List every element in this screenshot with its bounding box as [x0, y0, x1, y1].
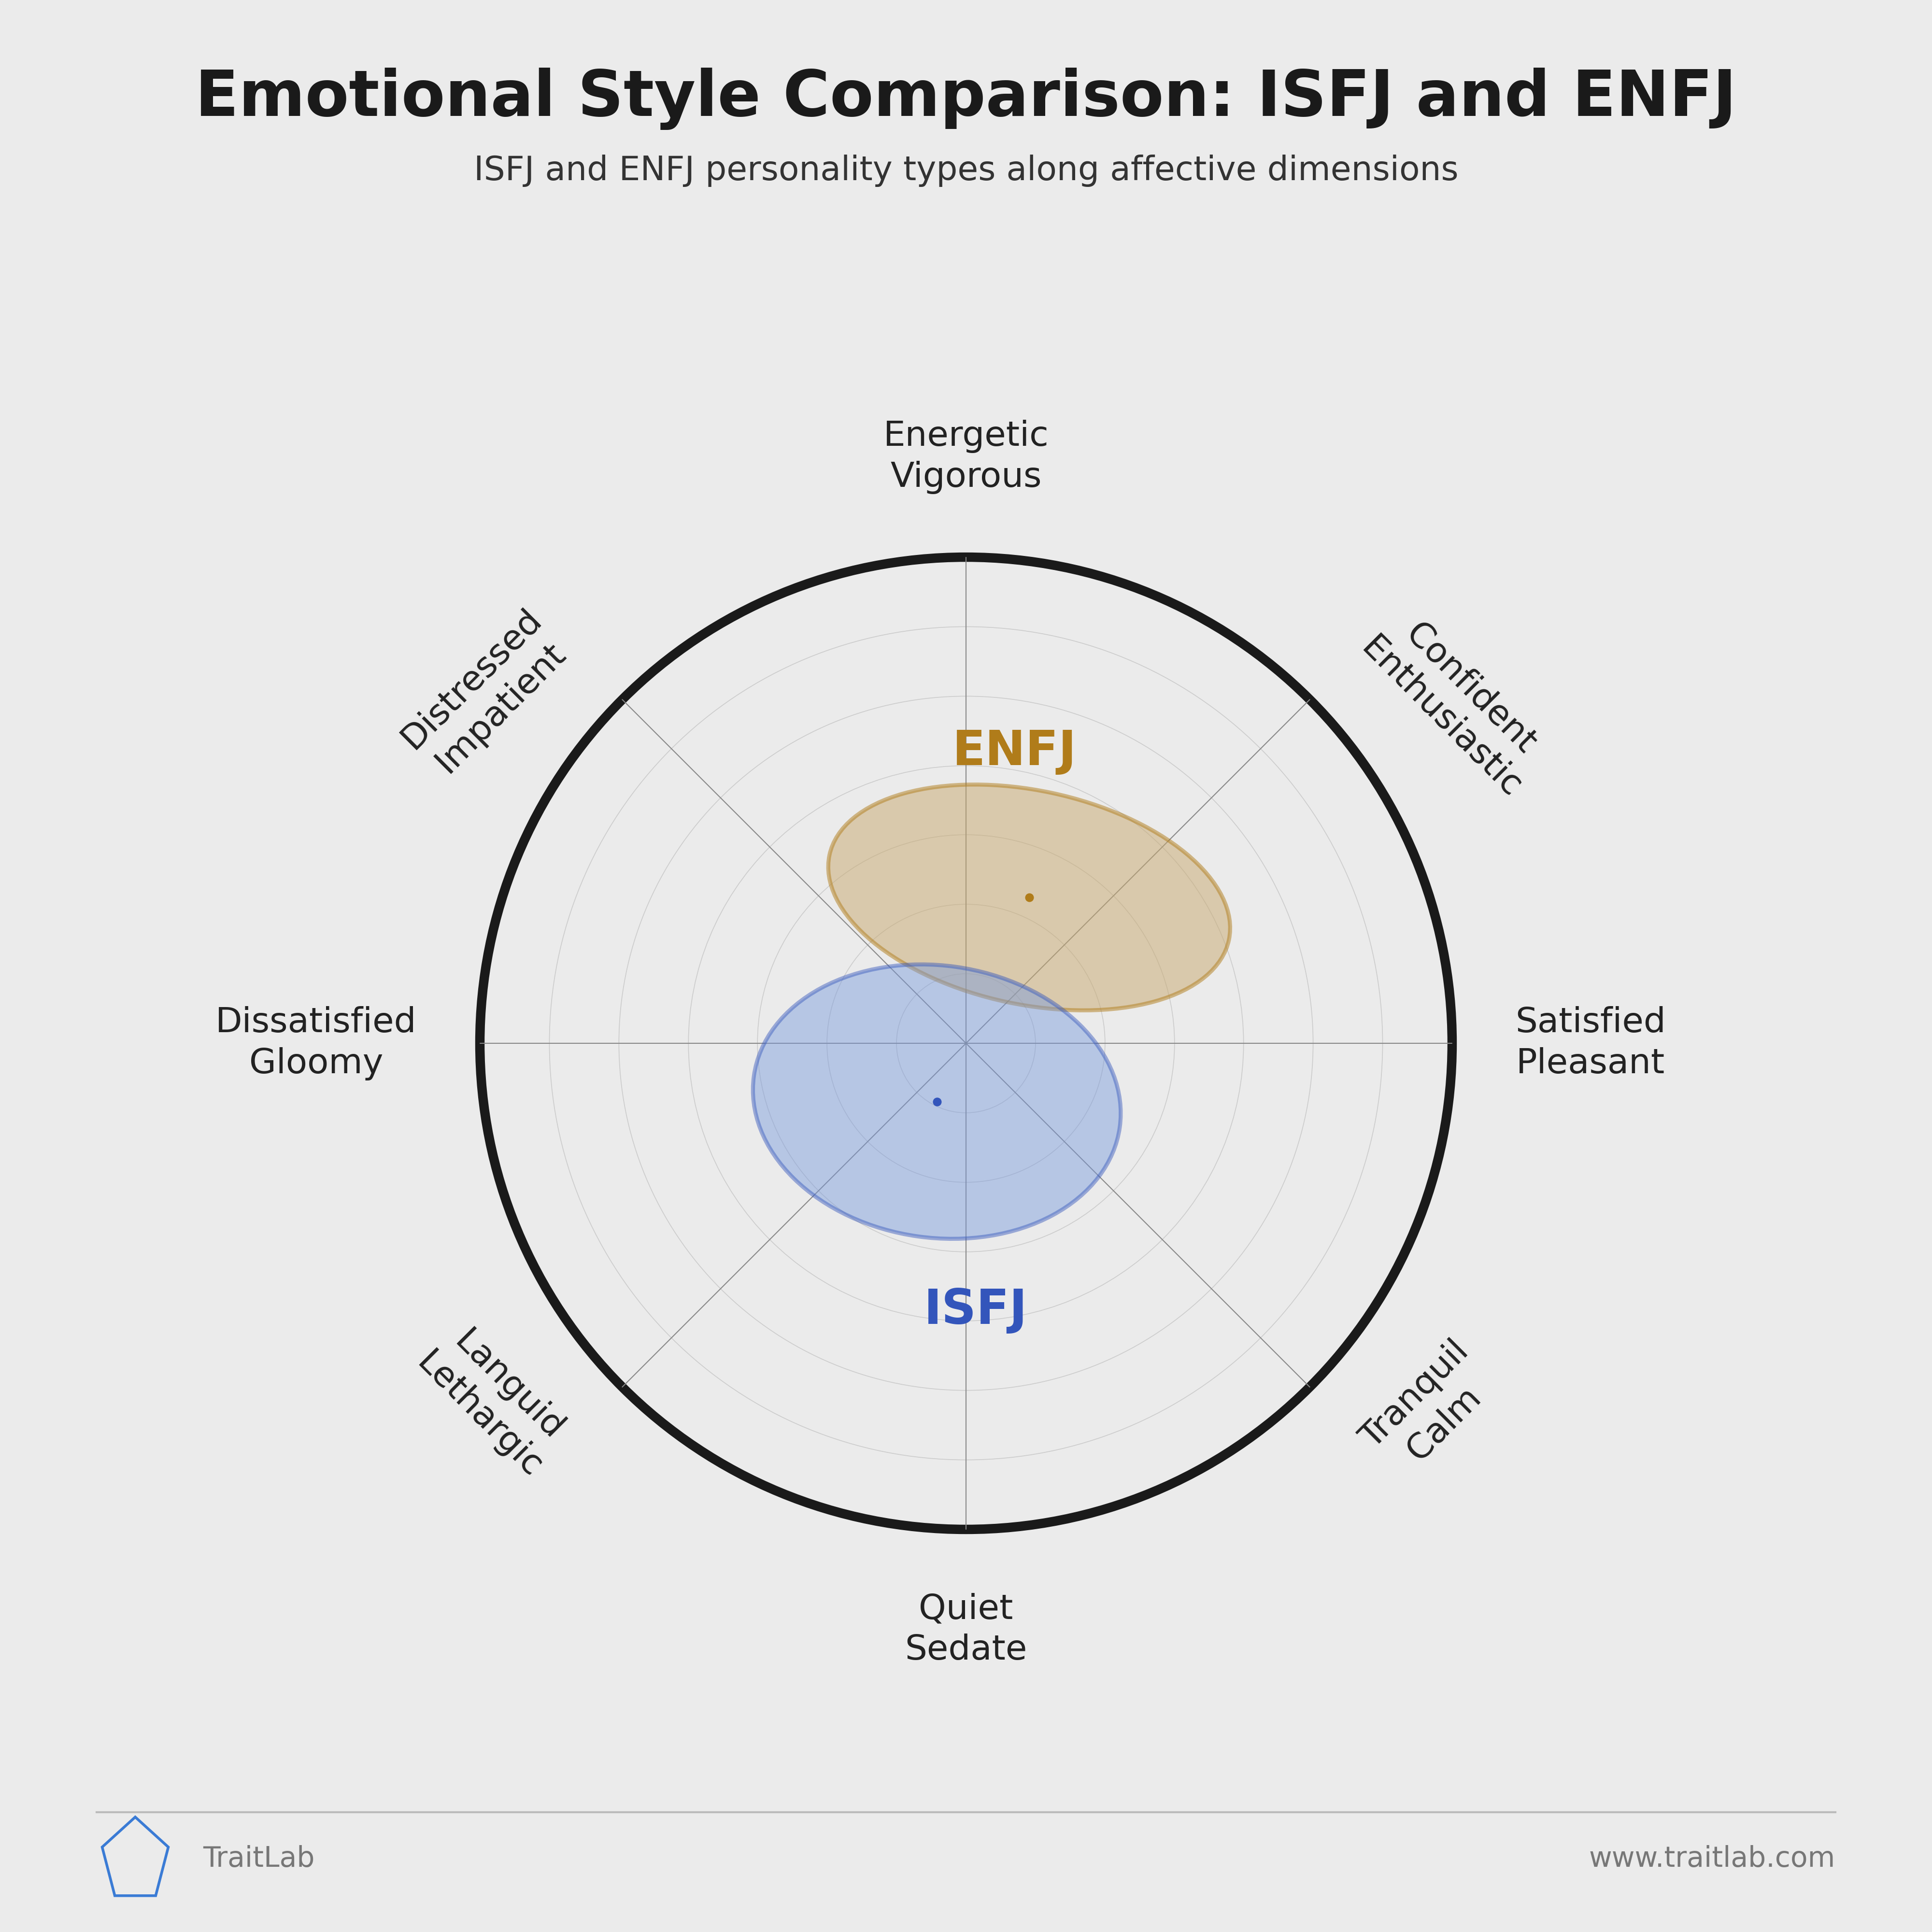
Text: www.traitlab.com: www.traitlab.com	[1588, 1845, 1835, 1872]
Text: Languid
Lethargic: Languid Lethargic	[410, 1318, 578, 1484]
Ellipse shape	[753, 964, 1121, 1238]
Text: Confident
Enthusiastic: Confident Enthusiastic	[1354, 603, 1557, 804]
Text: Dissatisfied
Gloomy: Dissatisfied Gloomy	[216, 1007, 417, 1080]
Polygon shape	[102, 1816, 168, 1895]
Text: TraitLab: TraitLab	[203, 1845, 315, 1872]
Text: ENFJ: ENFJ	[952, 728, 1076, 775]
Text: Quiet
Sedate: Quiet Sedate	[904, 1592, 1028, 1667]
Text: Tranquil
Calm: Tranquil Calm	[1354, 1335, 1505, 1484]
Text: Satisfied
Pleasant: Satisfied Pleasant	[1515, 1007, 1665, 1080]
Text: Distressed
Impatient: Distressed Impatient	[396, 603, 578, 784]
Text: Emotional Style Comparison: ISFJ and ENFJ: Emotional Style Comparison: ISFJ and ENF…	[195, 68, 1737, 129]
Text: Energetic
Vigorous: Energetic Vigorous	[883, 419, 1049, 495]
Text: ISFJ and ENFJ personality types along affective dimensions: ISFJ and ENFJ personality types along af…	[473, 155, 1459, 187]
Text: ISFJ: ISFJ	[923, 1287, 1028, 1335]
Ellipse shape	[829, 784, 1231, 1010]
